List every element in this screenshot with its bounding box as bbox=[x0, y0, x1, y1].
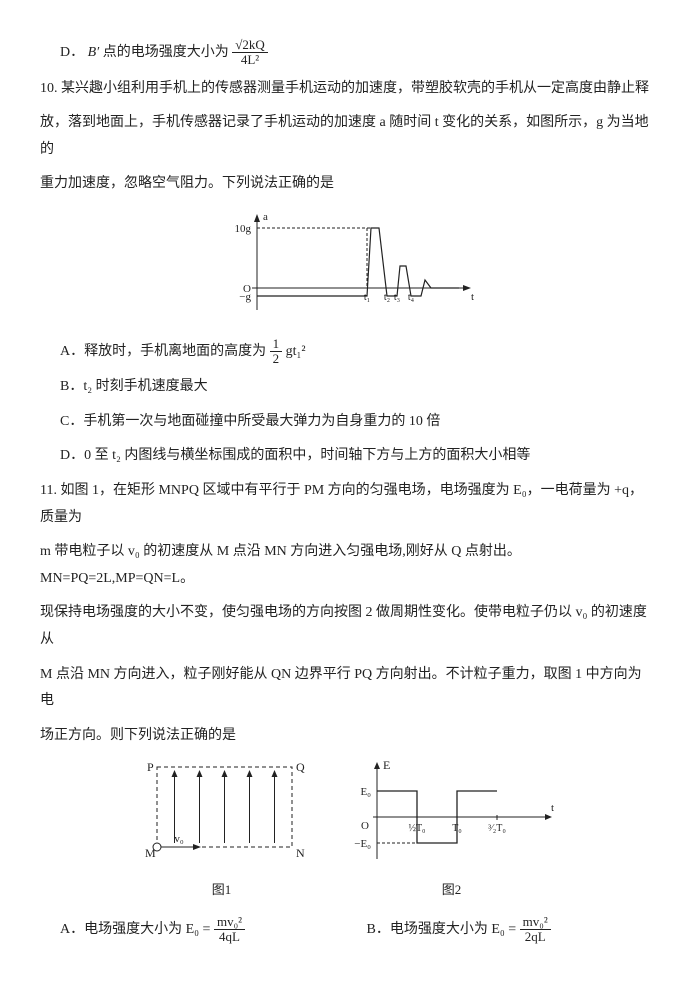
svg-text:−E₀: −E₀ bbox=[354, 838, 371, 850]
svg-text:E: E bbox=[383, 758, 390, 772]
frac-num: √2kQ bbox=[232, 38, 268, 53]
svg-text:t: t bbox=[551, 802, 554, 814]
svg-text:E₀: E₀ bbox=[360, 786, 371, 798]
q11-options-row: A．电场强度大小为 E₀ = mv₀² 4qL B．电场强度大小为 E₀ = m… bbox=[40, 907, 653, 953]
svg-text:N: N bbox=[296, 846, 305, 860]
q10-number: 10. bbox=[40, 81, 58, 96]
q11-option-b: B．电场强度大小为 E₀ = mv₀² 2qL bbox=[367, 915, 654, 945]
optA-pre: A．释放时，手机离地面的高度为 bbox=[60, 344, 270, 359]
q11-stem-line4: M 点沿 MN 方向进入，粒子刚好能从 QN 边界平行 PQ 方向射出。不计粒子… bbox=[40, 662, 653, 715]
svg-text:t₁: t₁ bbox=[363, 292, 369, 303]
opt-text: 点的电场强度大小为 bbox=[103, 45, 233, 60]
frac-den: 4qL bbox=[214, 930, 245, 944]
q11-stem-line2: m 带电粒子以 v₀ 的初速度从 M 点沿 MN 方向进入匀强电场,刚好从 Q … bbox=[40, 539, 653, 592]
svg-text:t₄: t₄ bbox=[407, 292, 414, 303]
opt-label: D． bbox=[60, 45, 84, 60]
svg-text:O: O bbox=[361, 820, 369, 832]
fig1-field-rect: PQMNv₀ bbox=[137, 757, 307, 867]
q10-option-a: A．释放时，手机离地面的高度为 1 2 gt₁² bbox=[60, 337, 653, 367]
q10-text1: 某兴趣小组利用手机上的传感器测量手机运动的加速度，带塑胶软壳的手机从一定高度由静… bbox=[61, 81, 649, 96]
q10-graph: atO10g−gt₁t₂t₃t₄ bbox=[40, 208, 653, 329]
frac-den: 4L² bbox=[232, 53, 268, 67]
frac-num: 1 bbox=[270, 337, 283, 352]
svg-text:½T₀: ½T₀ bbox=[408, 823, 426, 834]
fig2-E-t-graph: E E₀ −E₀ Ot ½T₀ T₀ ³⁄₂T₀ bbox=[347, 757, 557, 867]
svg-text:³⁄₂T₀: ³⁄₂T₀ bbox=[488, 823, 506, 834]
q10-stem-line2: 放，落到地面上，手机传感器记录了手机运动的加速度 a 随时间 t 变化的关系，如… bbox=[40, 110, 653, 163]
fig2-wrap: E E₀ −E₀ Ot ½T₀ T₀ ³⁄₂T₀ 图2 bbox=[347, 757, 557, 902]
fraction: mv₀² 2qL bbox=[520, 915, 551, 945]
fraction: √2kQ 4L² bbox=[232, 38, 268, 68]
q11-stem-line1: 11. 如图 1，在矩形 MNPQ 区域中有平行于 PM 方向的匀强电场，电场强… bbox=[40, 478, 653, 531]
q10-option-b: B．t₂ 时刻手机速度最大 bbox=[60, 374, 653, 401]
q11-option-a: A．电场强度大小为 E₀ = mv₀² 4qL bbox=[60, 915, 347, 945]
frac-den: 2qL bbox=[520, 930, 551, 944]
q11-stem-line5: 场正方向。则下列说法正确的是 bbox=[40, 723, 653, 750]
q10-stem-line1: 10. 某兴趣小组利用手机上的传感器测量手机运动的加速度，带塑胶软壳的手机从一定… bbox=[40, 76, 653, 103]
var-Bprime: B′ bbox=[88, 45, 100, 60]
q11-number: 11. bbox=[40, 483, 57, 498]
fig1-wrap: PQMNv₀ 图1 bbox=[137, 757, 307, 902]
svg-text:v₀: v₀ bbox=[174, 833, 184, 845]
frac-num: mv₀² bbox=[520, 915, 551, 930]
svg-text:P: P bbox=[147, 760, 154, 774]
q11-text1: 如图 1，在矩形 MNPQ 区域中有平行于 PM 方向的匀强电场，电场强度为 E… bbox=[40, 483, 643, 525]
frac-den: 2 bbox=[270, 352, 283, 366]
accel-time-graph: atO10g−gt₁t₂t₃t₄ bbox=[217, 208, 477, 318]
optB-pre: B．电场强度大小为 E₀ = bbox=[367, 922, 520, 937]
q10-stem-line3: 重力加速度，忽略空气阻力。下列说法正确的是 bbox=[40, 171, 653, 198]
fraction: mv₀² 4qL bbox=[214, 915, 245, 945]
frac-num: mv₀² bbox=[214, 915, 245, 930]
svg-text:−g: −g bbox=[239, 291, 251, 303]
fraction: 1 2 bbox=[270, 337, 283, 367]
svg-text:T₀: T₀ bbox=[452, 823, 462, 834]
q10-option-d: D．0 至 t₂ 内图线与横坐标围成的面积中，时间轴下方与上方的面积大小相等 bbox=[60, 443, 653, 470]
svg-text:t₂: t₂ bbox=[383, 292, 389, 303]
q11-stem-line3: 现保持电场强度的大小不变，使匀强电场的方向按图 2 做周期性变化。使带电粒子仍以… bbox=[40, 600, 653, 653]
svg-text:a: a bbox=[263, 211, 268, 223]
fig2-label: 图2 bbox=[347, 878, 557, 903]
optA-pre: A．电场强度大小为 E₀ = bbox=[60, 922, 214, 937]
svg-text:10g: 10g bbox=[234, 223, 251, 235]
q9-option-d: D． B′ 点的电场强度大小为 √2kQ 4L² bbox=[60, 38, 653, 68]
q10-option-c: C．手机第一次与地面碰撞中所受最大弹力为自身重力的 10 倍 bbox=[60, 409, 653, 436]
svg-text:t: t bbox=[471, 291, 474, 303]
q11-figures: PQMNv₀ 图1 EE₀−E₀Ot½T₀T₀³⁄₂T₀ 图2 bbox=[40, 757, 653, 902]
svg-text:Q: Q bbox=[296, 760, 305, 774]
optA-post: gt₁² bbox=[286, 344, 306, 359]
svg-text:t₃: t₃ bbox=[393, 292, 399, 303]
fig1-label: 图1 bbox=[137, 878, 307, 903]
